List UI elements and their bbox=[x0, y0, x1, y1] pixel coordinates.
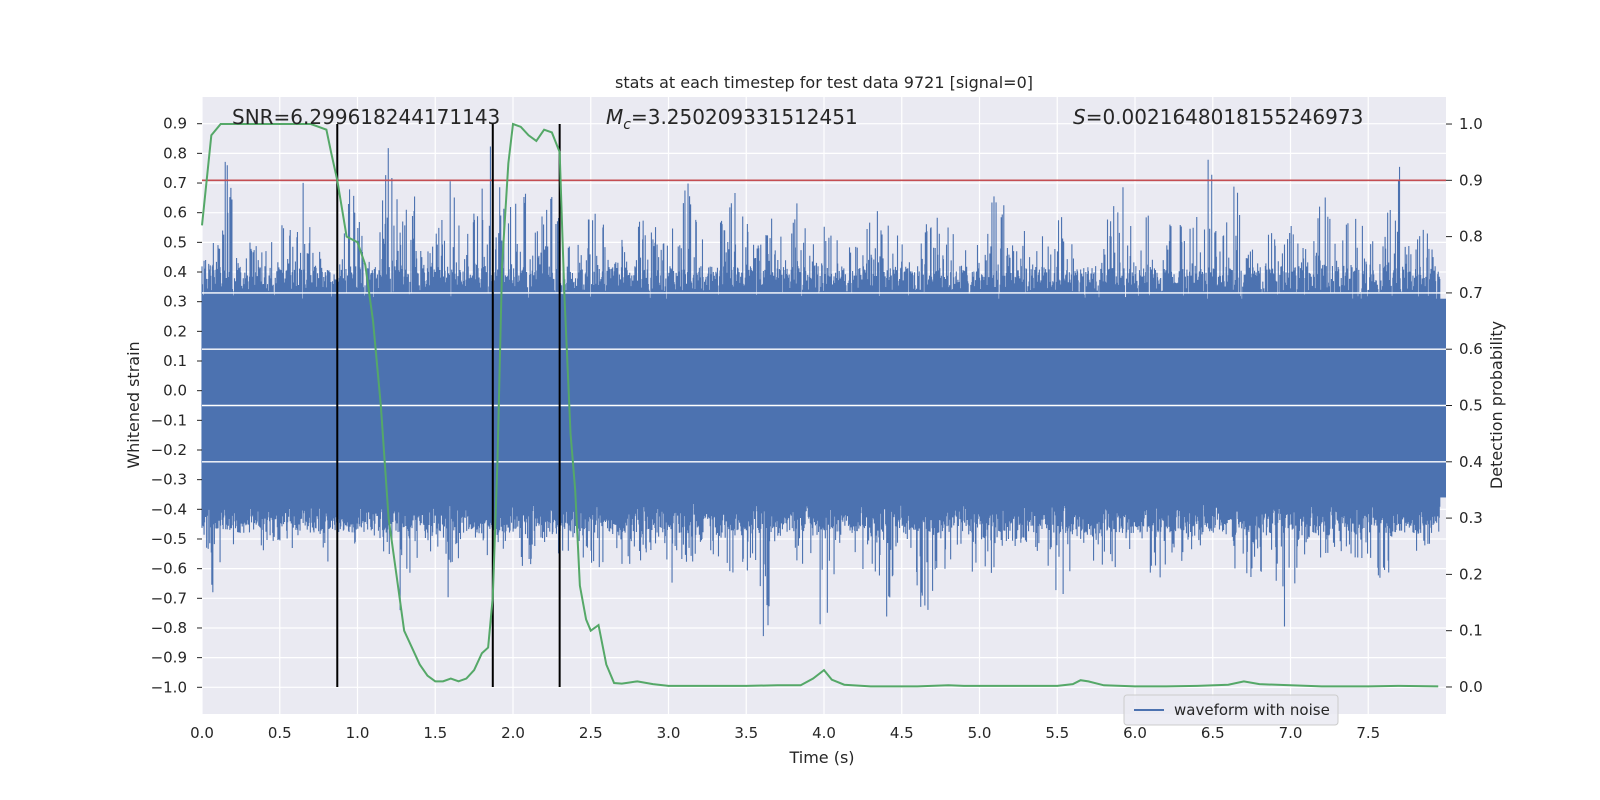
mc-subscript: c bbox=[623, 117, 631, 133]
y-tick-label: −0.4 bbox=[151, 500, 187, 518]
y-tick-label: −0.2 bbox=[151, 441, 187, 459]
x-tick-label: 1.0 bbox=[346, 724, 370, 742]
x-tick-label: 7.0 bbox=[1279, 724, 1303, 742]
x-tick-label: 3.5 bbox=[734, 724, 758, 742]
y-tick-label: 0.0 bbox=[163, 382, 187, 400]
overlay-lines bbox=[201, 122, 1446, 688]
x-tick-label: 2.5 bbox=[579, 724, 603, 742]
y-tick-label: 0.6 bbox=[163, 204, 187, 222]
x-tick-label: 0.0 bbox=[190, 724, 214, 742]
x-tick-label: 0.5 bbox=[268, 724, 292, 742]
legend: waveform with noise bbox=[1123, 694, 1339, 726]
y2-tick-label: 0.4 bbox=[1459, 453, 1483, 471]
y2-axis-label: Detection probability bbox=[1487, 321, 1506, 489]
x-tick-label: 7.5 bbox=[1356, 724, 1380, 742]
y-tick-label: −0.8 bbox=[151, 619, 187, 637]
y-tick-label: 0.4 bbox=[163, 263, 187, 281]
y-tick-label: −0.9 bbox=[151, 649, 187, 667]
x-tick-label: 4.5 bbox=[890, 724, 914, 742]
x-tick-label: 6.0 bbox=[1123, 724, 1147, 742]
s-value: =0.0021648018155246973 bbox=[1086, 105, 1364, 129]
x-tick-label: 5.5 bbox=[1045, 724, 1069, 742]
y-tick-label: −0.5 bbox=[151, 530, 187, 548]
y-tick-label: −1.0 bbox=[151, 678, 187, 696]
y-tick-label: −0.1 bbox=[151, 411, 187, 429]
y2-tick-label: 0.5 bbox=[1459, 397, 1483, 415]
legend-box bbox=[1123, 694, 1339, 726]
y-tick-label: 0.7 bbox=[163, 174, 187, 192]
y-tick-label: −0.7 bbox=[151, 589, 187, 607]
y2-tick-label: 0.8 bbox=[1459, 228, 1483, 246]
x-tick-label: 5.0 bbox=[968, 724, 992, 742]
tick-labels: 0.0 0.5 1.0 1.5 2.0 2.5 3.0 3.5 4.0 4.5 5.0 5.5 6.0 6… bbox=[151, 115, 1483, 742]
y2-tick-label: 0.0 bbox=[1459, 678, 1483, 696]
detection-probability-line bbox=[201, 122, 1439, 688]
mc-value: =3.250209331512451 bbox=[631, 105, 858, 129]
chirp-mass-annotation: Mc=3.250209331512451 bbox=[606, 105, 858, 133]
y-tick-label: 0.8 bbox=[163, 144, 187, 162]
y-tick-label: 0.2 bbox=[163, 322, 187, 340]
y2-tick-label: 0.9 bbox=[1459, 171, 1483, 189]
s-symbol: S bbox=[1073, 105, 1086, 129]
y2-tick-label: 0.7 bbox=[1459, 284, 1483, 302]
s-annotation: S=0.0021648018155246973 bbox=[1073, 105, 1363, 129]
y-tick-label: 0.9 bbox=[163, 115, 187, 133]
waveform-series bbox=[201, 146, 1446, 637]
chart-title: stats at each timestep for test data 972… bbox=[615, 73, 1033, 92]
mc-symbol: M bbox=[606, 105, 623, 129]
snr-annotation: SNR=6.299618244171143 bbox=[232, 105, 500, 129]
x-tick-label: 6.5 bbox=[1201, 724, 1225, 742]
x-tick-label: 2.0 bbox=[501, 724, 525, 742]
x-tick-label: 3.0 bbox=[657, 724, 681, 742]
y2-tick-label: 1.0 bbox=[1459, 115, 1483, 133]
y-tick-label: −0.6 bbox=[151, 560, 187, 578]
x-axis-label: Time (s) bbox=[788, 748, 854, 767]
y2-tick-label: 0.6 bbox=[1459, 340, 1483, 358]
y-tick-label: 0.5 bbox=[163, 233, 187, 251]
y-axis-label: Whitened strain bbox=[124, 341, 143, 468]
y-tick-label: 0.1 bbox=[163, 352, 187, 370]
waveform-dense-band bbox=[202, 298, 1446, 498]
y2-tick-label: 0.1 bbox=[1459, 622, 1483, 640]
y-tick-label: −0.3 bbox=[151, 471, 187, 489]
x-tick-label: 1.5 bbox=[423, 724, 447, 742]
y2-tick-label: 0.3 bbox=[1459, 509, 1483, 527]
legend-label: waveform with noise bbox=[1174, 701, 1330, 719]
y2-tick-label: 0.2 bbox=[1459, 565, 1483, 583]
y-tick-label: 0.3 bbox=[163, 293, 187, 311]
x-tick-label: 4.0 bbox=[812, 724, 836, 742]
